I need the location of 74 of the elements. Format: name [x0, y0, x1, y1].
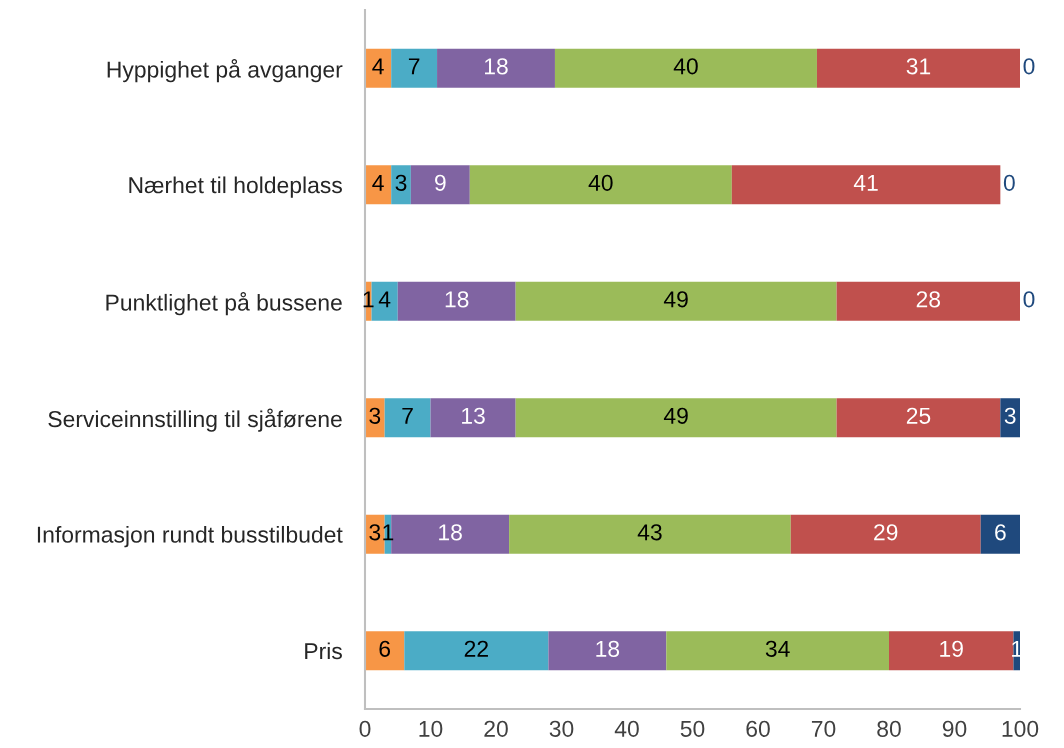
data-label: 28 [916, 291, 941, 308]
x-tick-label: 10 [419, 720, 443, 737]
data-label: 49 [663, 291, 688, 308]
x-tick-label: 40 [614, 720, 639, 737]
data-label: 6 [995, 524, 1006, 541]
bar [469, 165, 732, 205]
x-tick-label: 100 [1002, 720, 1039, 737]
bar [515, 281, 837, 321]
bar [666, 631, 889, 671]
x-tick-label: 60 [746, 720, 770, 737]
bar [430, 398, 516, 438]
x-tick-label: 30 [549, 720, 574, 737]
bar [397, 281, 516, 321]
data-label: 4 [372, 58, 384, 75]
y-tick-label: Informasjon rundt busstilbudet [37, 525, 343, 548]
y-tick-label: Punktlighet på bussene [106, 292, 342, 316]
y-tick-label: Hyppighet på avganger [107, 59, 343, 83]
bar [980, 514, 1020, 554]
bar [365, 631, 405, 671]
data-label: 49 [663, 407, 688, 424]
x-tick-label: 50 [680, 720, 705, 737]
data-label: 7 [402, 407, 413, 424]
data-label: 40 [673, 58, 698, 75]
data-label: 18 [439, 524, 462, 541]
data-label: 18 [445, 291, 469, 308]
data-label: 29 [874, 524, 898, 541]
x-tick-label: 90 [942, 720, 967, 737]
bar [410, 165, 470, 205]
data-label: 4 [372, 174, 384, 191]
data-label: 31 [906, 58, 931, 75]
data-label: 22 [464, 640, 488, 657]
data-label: 40 [588, 174, 613, 191]
x-tick-label: 70 [811, 720, 836, 737]
bar [437, 48, 555, 88]
data-label: 18 [596, 640, 620, 657]
data-label: 13 [462, 407, 485, 424]
data-label: 41 [853, 174, 878, 191]
bar [509, 514, 791, 554]
bar [790, 514, 981, 554]
data-label: 34 [765, 640, 790, 657]
data-label: 18 [485, 58, 508, 75]
x-tick-label: 20 [484, 720, 508, 737]
data-label: 25 [906, 407, 931, 424]
data-label: 7 [408, 58, 420, 75]
bar [404, 631, 549, 671]
x-tick-label: 0 [359, 720, 371, 737]
data-label: 3 [369, 407, 381, 424]
data-label: 4 [378, 291, 391, 308]
bar [1000, 398, 1020, 438]
data-label: 0 [1023, 291, 1035, 308]
bar [548, 631, 667, 671]
y-tick-label: Serviceinnstilling til sjåførene [48, 408, 342, 432]
data-label: 0 [1023, 58, 1035, 75]
bar [554, 48, 817, 88]
data-label: 3 [395, 174, 407, 191]
bar [515, 398, 837, 438]
bar [816, 48, 1020, 88]
data-label: 6 [379, 640, 391, 657]
bar [384, 398, 431, 438]
x-tick-label: 80 [877, 720, 901, 737]
y-tick-label: Pris [305, 642, 342, 660]
bar [391, 48, 438, 88]
bar [836, 281, 1020, 321]
bar [731, 165, 1001, 205]
data-label: 19 [940, 640, 963, 657]
data-label: 0 [1003, 174, 1015, 191]
bar [391, 165, 411, 205]
bar [889, 631, 1014, 671]
data-label: 3 [1004, 407, 1016, 424]
data-label: 3 [369, 524, 381, 541]
bar [836, 398, 1001, 438]
data-label: 9 [435, 174, 446, 191]
y-tick-label: Nærhet til holdeplass [129, 176, 342, 198]
data-label: 43 [637, 524, 662, 541]
